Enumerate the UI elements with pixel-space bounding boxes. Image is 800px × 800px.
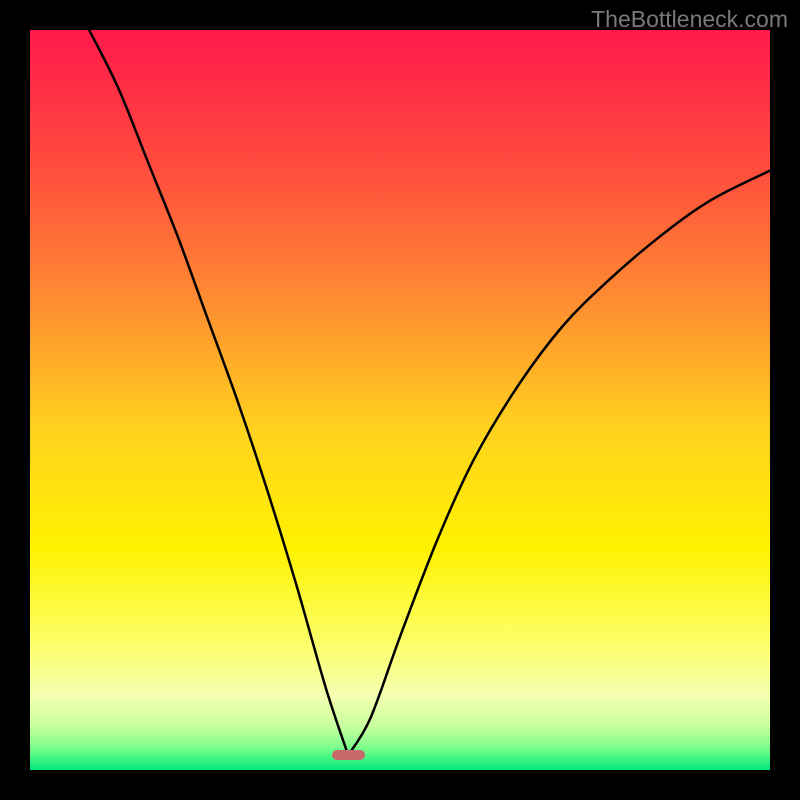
chart-canvas: TheBottleneck.com	[0, 0, 800, 800]
watermark-text: TheBottleneck.com	[591, 6, 788, 33]
optimal-point-marker	[332, 750, 365, 760]
plot-area	[30, 30, 770, 770]
bottleneck-curve	[30, 30, 770, 770]
